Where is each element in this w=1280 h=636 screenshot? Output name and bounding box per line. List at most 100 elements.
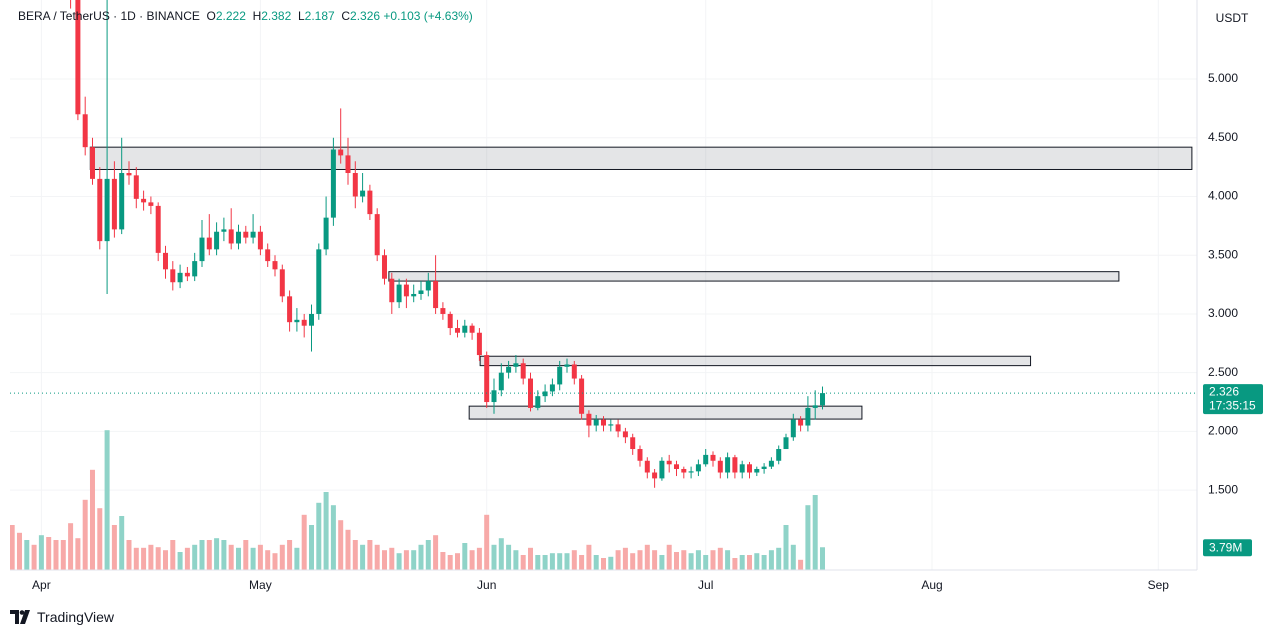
candle-body — [184, 272, 190, 277]
plot-area — [10, 0, 1197, 570]
ohlc-value: 2.187 — [304, 9, 335, 23]
volume-bar — [97, 508, 103, 570]
volume-bar — [622, 547, 628, 570]
candle-body — [732, 457, 738, 473]
volume-bar — [330, 505, 336, 570]
candle-body — [615, 424, 621, 432]
y-tick-label: 5.000 — [1208, 71, 1238, 85]
candle-body — [447, 313, 453, 329]
volume-bar — [279, 544, 285, 570]
countdown: 17:35:15 — [1209, 398, 1256, 412]
volume-bar — [601, 558, 606, 570]
volume-bar — [506, 544, 512, 570]
candle-body — [498, 372, 504, 391]
candle-body — [82, 114, 88, 148]
volume-bar — [396, 553, 402, 570]
candle-body — [228, 229, 234, 244]
volume-bar — [812, 495, 818, 570]
volume-bar — [476, 547, 482, 570]
ohlc-value: 2.382 — [261, 9, 292, 23]
volume-bar — [491, 544, 497, 570]
x-tick-label: Jun — [477, 578, 496, 592]
candle-body — [776, 449, 782, 461]
candle-body — [476, 332, 482, 356]
zone — [89, 146, 1193, 170]
volume-bar — [454, 553, 460, 570]
volume-bar — [38, 535, 44, 570]
volume-bar — [367, 540, 373, 570]
candle-body — [761, 466, 767, 469]
volume-bar — [68, 523, 74, 570]
volume-bar — [579, 555, 585, 570]
candle-body — [243, 231, 249, 238]
candle-body — [338, 149, 344, 156]
candle-body — [250, 231, 256, 238]
candle-body — [513, 363, 519, 367]
candle-body — [301, 319, 307, 326]
volume-bar — [141, 547, 147, 570]
volume-bar — [60, 540, 66, 570]
volume-bar — [776, 547, 782, 570]
volume-bar — [754, 553, 760, 570]
volume-bar — [513, 550, 519, 570]
candle-body — [579, 378, 585, 414]
candle-body — [725, 457, 731, 473]
volume-bar — [177, 552, 183, 570]
volume-bar — [389, 547, 395, 570]
volume-bar — [564, 553, 570, 570]
candle-body — [557, 366, 563, 385]
volume-bar — [820, 547, 826, 570]
candle-body — [287, 296, 293, 323]
ohlc-value: 2.222 — [215, 9, 246, 23]
candle-body — [783, 437, 789, 450]
candle-body — [330, 149, 336, 218]
ohlc-key: O — [206, 9, 216, 23]
volume-bar — [89, 469, 95, 570]
volume-bar — [652, 550, 658, 570]
volume-bar — [783, 525, 789, 570]
volume-bar — [265, 550, 271, 570]
volume-bar — [381, 550, 387, 570]
candle-body — [323, 217, 329, 250]
volume-bar — [747, 555, 753, 570]
volume-bar — [666, 544, 672, 570]
interval: 1D — [120, 9, 136, 23]
volume-bar — [228, 544, 234, 570]
candle-body — [162, 252, 168, 270]
volume-bar — [301, 514, 307, 570]
volume-bar — [425, 540, 431, 570]
x-tick-label: Aug — [921, 578, 942, 592]
volume-bar — [608, 556, 614, 570]
candle-body — [294, 319, 300, 323]
volume-bar — [126, 540, 132, 570]
candle-body — [119, 173, 125, 230]
volume-bar — [549, 553, 555, 570]
candle-body — [433, 281, 439, 309]
y-tick-label: 2.500 — [1208, 365, 1238, 379]
volume-badge — [1203, 539, 1252, 557]
y-tick-label: 3.500 — [1208, 247, 1238, 261]
grid — [10, 0, 1197, 570]
volume-bar — [484, 514, 490, 570]
volume-bar — [199, 540, 205, 570]
candle-body — [710, 454, 716, 461]
candle-body — [586, 413, 592, 426]
volume-bar — [498, 538, 504, 570]
candle-body — [381, 255, 387, 279]
candle-body — [644, 460, 650, 473]
candle-body — [622, 431, 628, 438]
candle-body — [374, 214, 380, 256]
volume-bar — [316, 502, 322, 570]
candle-body — [484, 355, 490, 403]
ohlc-value: 2.326 — [350, 9, 381, 23]
volume-bar — [681, 550, 687, 570]
candle-body — [506, 366, 512, 373]
volume-bar — [674, 552, 680, 570]
candle-body — [703, 454, 709, 465]
volume-bar — [695, 550, 701, 570]
volume-bar — [214, 538, 220, 570]
volume-bar — [170, 540, 176, 570]
volume-bar — [469, 550, 475, 570]
